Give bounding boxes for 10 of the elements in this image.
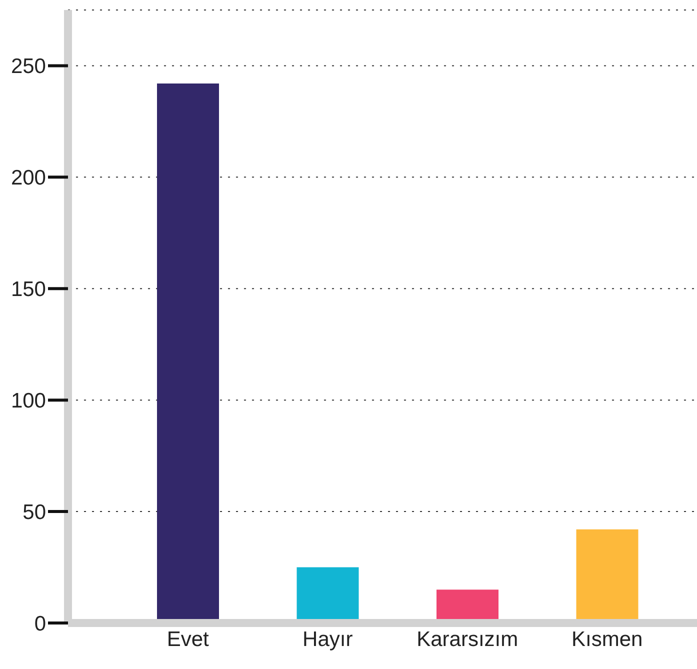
x-tick-label: Evet xyxy=(166,628,210,651)
y-tick-label: 250 xyxy=(10,55,46,78)
x-tick-label: Kısmen xyxy=(572,628,643,651)
x-tick-label: Hayır xyxy=(302,628,353,651)
x-tick-label: Kararsızım xyxy=(416,628,518,651)
y-tick-label: 150 xyxy=(10,278,46,302)
y-tick-label: 200 xyxy=(10,166,46,190)
y-tick-label: 50 xyxy=(22,501,46,524)
y-tick-label: 100 xyxy=(10,390,46,413)
y-tick-label: 0 xyxy=(34,612,46,636)
